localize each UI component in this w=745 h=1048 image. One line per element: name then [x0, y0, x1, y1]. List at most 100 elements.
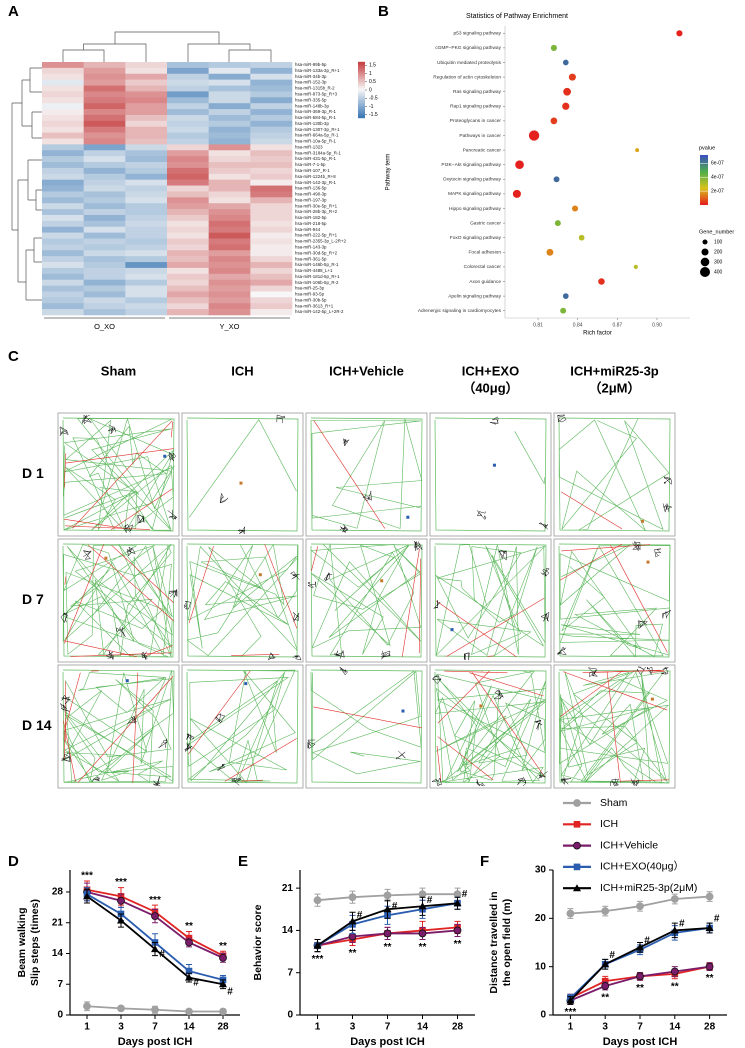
heatmap-cell [125, 150, 168, 157]
chart-title: Statistics of Pathway Enrichment [466, 13, 568, 20]
category-label: Ras signaling pathway [453, 89, 502, 95]
heatmap-cell [250, 73, 293, 80]
heatmap-cell [167, 79, 209, 86]
bubble [676, 30, 683, 37]
rest-track [662, 609, 672, 619]
heatmap-cell [125, 297, 168, 304]
heatmap-cell [208, 303, 251, 310]
track-path [62, 670, 174, 784]
significance-mark: *** [115, 877, 127, 888]
marker [185, 938, 193, 947]
heatmap-cell [250, 150, 293, 157]
heatmap-cell [250, 79, 293, 86]
heatmap-cell [125, 91, 168, 98]
rest-track [493, 689, 504, 700]
end-marker [646, 560, 650, 564]
track-path [186, 417, 299, 532]
rest-track [168, 589, 178, 598]
heatmap-cell [125, 67, 168, 75]
heatmap-cell [250, 167, 293, 175]
size-key [700, 257, 710, 267]
heatmap-cell [125, 232, 168, 239]
heatmap-cell [208, 103, 251, 110]
track-plot [57, 664, 180, 789]
heatmap-cell [125, 197, 168, 204]
color-legend-title: pvalue [699, 145, 715, 151]
heatmap-cell [42, 309, 84, 316]
marker [383, 905, 392, 913]
heatmap-cell [167, 279, 209, 286]
heatmap-cell [208, 197, 251, 204]
column-header: （40μg） [462, 380, 518, 395]
colorbar-label: 1.5 [369, 63, 376, 69]
fast-track [187, 670, 251, 755]
heatmap-cell [125, 226, 168, 233]
colorbar-step [358, 77, 365, 79]
heatmap-cell [125, 132, 168, 139]
heatmap-cell [250, 85, 293, 92]
heatmap-cell [167, 120, 209, 128]
column-header: ICH [231, 363, 253, 378]
heatmap-cell [83, 156, 126, 163]
column-group-label: O_XO [94, 322, 115, 331]
heatmap-cell [208, 162, 251, 169]
heatmap-cell [208, 214, 251, 222]
heatmap-cell [250, 291, 293, 298]
heatmap-cell [83, 62, 126, 69]
heatmap-cell [42, 197, 84, 204]
heatmap-cell [208, 238, 251, 245]
heatmap-cell [125, 279, 168, 286]
colorbar-step [358, 106, 365, 109]
rest-track [126, 715, 138, 724]
heatmap-cell [125, 291, 168, 298]
fast-track [610, 544, 668, 653]
heatmap-cell [167, 109, 209, 116]
heatmap-cell [167, 73, 209, 80]
rest-track [217, 763, 226, 772]
heatmap-cell [83, 279, 126, 286]
heatmap-cell [167, 244, 209, 251]
heatmap-cell [125, 273, 168, 280]
significance-mark: ** [636, 983, 644, 994]
track-plot [429, 538, 552, 663]
heatmap-cell [208, 114, 251, 122]
significance-mark: # [679, 918, 685, 929]
colorbar-step [358, 108, 365, 110]
category-label: Pancreatic cancer [463, 147, 502, 153]
colorbar-step [358, 68, 365, 71]
end-marker [492, 463, 496, 467]
rest-track [60, 612, 68, 624]
colorbar-step [358, 116, 365, 119]
significance-mark: # [427, 895, 433, 906]
row-label: hsa-miR-152-3p [295, 80, 327, 85]
track-plot [553, 664, 676, 789]
x-tick-label: 14 [669, 1022, 681, 1033]
heatmap-cell [208, 226, 251, 233]
significance-mark: # [227, 986, 233, 997]
y-tick-label: 21 [52, 917, 64, 928]
rest-track [540, 611, 550, 622]
heatmap-cell [208, 220, 251, 228]
heatmap-cell [42, 297, 84, 304]
heatmap-cell [250, 120, 293, 128]
fast-track [110, 488, 173, 530]
fast-track [65, 448, 174, 464]
row-label: hsa-miR-130b-3p [295, 121, 329, 126]
rest-track [267, 651, 277, 661]
rest-track [498, 550, 507, 561]
marker [185, 973, 193, 981]
colorbar-step [358, 75, 365, 78]
track-path [558, 417, 671, 532]
heatmap-cell [83, 250, 126, 257]
marker [313, 941, 322, 949]
panel-letter: E [238, 853, 248, 870]
rest-track [158, 738, 168, 749]
heatmap-cell [83, 285, 126, 292]
heatmap-cell [167, 256, 209, 263]
heatmap-cell [167, 156, 209, 163]
row-label: hsa-miR-944 [295, 227, 321, 232]
heatmap-cell [83, 162, 126, 169]
fast-track [401, 549, 420, 657]
heatmap-cell [167, 232, 209, 239]
rest-track [214, 713, 225, 724]
